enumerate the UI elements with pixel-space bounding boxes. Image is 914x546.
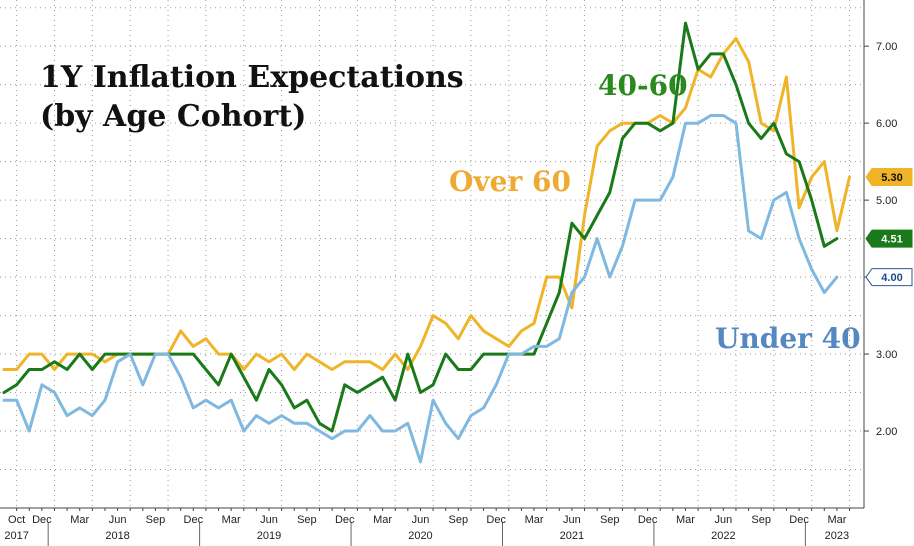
x-tick-label: Mar (827, 514, 846, 526)
series-line-under-40 (2, 114, 839, 464)
series-lines (2, 21, 851, 464)
x-tick-label: Dec (184, 514, 204, 526)
last-value-label: 5.30 (881, 172, 902, 184)
x-tick-label: Dec (638, 514, 658, 526)
y-tick-label: 6.00 (876, 118, 897, 130)
x-tick-label: Mar (70, 514, 89, 526)
y-tick-label: 3.00 (876, 349, 897, 361)
series-label-under-40: Under 40 (715, 322, 861, 355)
last-value-flag (865, 168, 913, 187)
x-tick-label: Dec (335, 514, 355, 526)
series-label-over-60: Over 60 (449, 165, 571, 198)
x-tick-label: Mar (222, 514, 241, 526)
y-tick-label: 2.00 (876, 426, 897, 438)
x-year-label: 2022 (711, 530, 735, 542)
x-year-label: 2021 (560, 530, 584, 542)
x-tick-label: Jun (412, 514, 430, 526)
x-tick-label: Sep (600, 514, 620, 526)
x-tick-label: Mar (373, 514, 392, 526)
last-value-flag (865, 268, 913, 287)
x-tick-label: Mar (676, 514, 695, 526)
x-tick-label: Sep (297, 514, 317, 526)
year-separators (47, 522, 806, 546)
grid (0, 0, 864, 508)
x-tick-label: Mar (525, 514, 544, 526)
x-year-label: 2018 (105, 530, 129, 542)
last-value-label: 4.00 (881, 272, 902, 284)
x-tick-label: Dec (486, 514, 506, 526)
x-tick-label: Sep (449, 514, 469, 526)
series-label-40-60: 40-60 (598, 69, 688, 102)
x-tick-label: Jun (563, 514, 581, 526)
x-year-label: 2020 (408, 530, 432, 542)
last-value-flag (865, 229, 913, 248)
x-tick-label: Oct (8, 514, 25, 526)
x-year-label: 2019 (257, 530, 281, 542)
series-line-40-60 (2, 21, 839, 433)
x-year-label: 2017 (4, 530, 28, 542)
x-tick-label: Dec (32, 514, 52, 526)
chart-title-line-2: (by Age Cohort) (40, 99, 306, 134)
x-tick-label: Jun (714, 514, 732, 526)
x-tick-label: Sep (146, 514, 166, 526)
x-year-label: 2023 (825, 530, 849, 542)
chart-title-line-1: 1Y Inflation Expectations (40, 60, 464, 95)
x-tick-label: Jun (109, 514, 127, 526)
y-tick-label: 5.00 (876, 195, 897, 207)
x-tick-label: Jun (260, 514, 278, 526)
x-tick-label: Dec (789, 514, 809, 526)
last-value-label: 4.51 (881, 234, 902, 246)
last-value-labels: 5.30 4.51 4.00 (865, 168, 913, 287)
y-tick-label: 7.00 (876, 41, 897, 53)
x-tick-label: Sep (751, 514, 771, 526)
x-axis-ticks: Oct Dec Mar Jun Sep Dec Mar Jun Sep Dec Mar Jun Sep D… (4, 508, 851, 542)
